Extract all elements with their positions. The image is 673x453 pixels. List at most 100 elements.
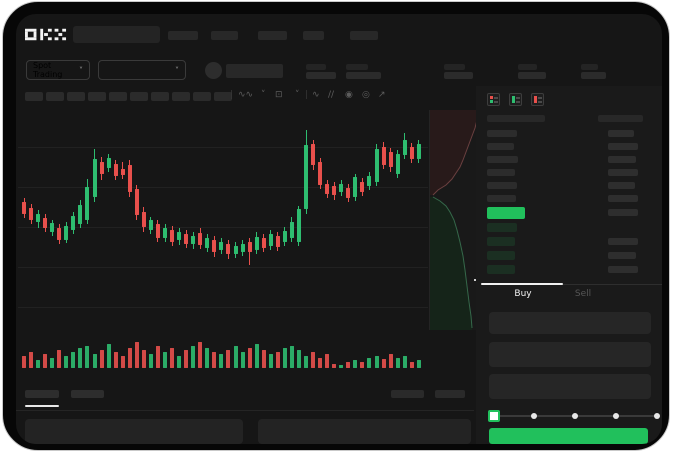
interval-button[interactable] [25,92,43,101]
footer-divider [16,410,474,411]
compare-icon[interactable]: // [328,90,335,100]
volume-bar [233,346,238,368]
indicators-icon[interactable]: ∿ [312,90,320,100]
volume-bar [43,354,48,368]
volume-bar [134,342,139,368]
interval-button[interactable] [214,92,232,101]
fullscreen-icon[interactable]: ↗ [378,90,386,100]
total-input[interactable] [489,374,651,399]
interval-button[interactable] [67,92,85,101]
volume-bar [374,356,379,368]
candlestick [43,218,48,228]
volume-bar [205,348,210,368]
stat-value [581,72,606,79]
volume-bar [127,348,132,368]
interval-button[interactable] [193,92,211,101]
icon-part [538,101,542,103]
slider-stop[interactable] [654,413,660,419]
volume-bar [191,346,196,368]
chart-type-dropdown-icon[interactable]: ˅ [261,90,266,100]
stat-value [306,72,336,79]
market-type-dropdown[interactable]: Spot Trading ˅ [26,60,90,80]
stat-label [306,64,326,70]
interval-button[interactable] [88,92,106,101]
candlestick [247,242,252,252]
candlestick-chart[interactable] [16,110,428,380]
icon-part [490,96,493,99]
candlestick [134,189,139,215]
tab-buy[interactable]: Buy [514,289,532,299]
split-book-icon[interactable] [487,93,500,106]
nav-item[interactable] [258,31,287,40]
interval-button[interactable] [172,92,190,101]
slider-stop[interactable] [531,413,537,419]
tab-sell[interactable]: Sell [574,289,592,299]
slider-stop[interactable] [572,413,578,419]
stat-label [346,64,368,70]
volume-bar [311,352,316,368]
volume-bar [177,356,182,368]
volume-bar [29,352,34,368]
candlestick [268,234,273,246]
candlestick [402,140,407,155]
settings-icon[interactable]: ◎ [362,90,370,100]
bid-amount-bar [608,252,636,259]
volume-bar [78,348,83,368]
okx-logo-glyph [25,28,67,41]
candlestick [141,212,146,227]
volume-bar [71,352,76,368]
volume-bar [395,358,400,368]
camera-icon[interactable]: ◉ [345,90,353,100]
candlestick [92,159,97,197]
last-price-amount [608,209,638,216]
chevron-down-icon: ˅ [79,65,83,75]
footer-action[interactable] [391,390,424,398]
search-input[interactable] [73,26,160,43]
volume-bar [346,362,351,368]
icon-part [538,97,542,99]
asks-book-icon[interactable] [531,93,544,106]
nav-item[interactable] [168,31,198,40]
orders-tab[interactable] [25,390,59,398]
volume-bar [268,354,273,368]
chart-type-icon[interactable]: ∿∿ [238,90,254,100]
candlestick [170,230,174,242]
candlestick [304,145,308,209]
bids-book-icon[interactable] [509,93,522,106]
candlestick [120,169,125,175]
volume-bar [381,359,386,368]
candlestick [127,165,132,192]
ask-price-bar [487,156,518,163]
interval-button[interactable] [130,92,148,101]
volume-bar [92,354,97,368]
slider-handle[interactable] [488,410,500,422]
okx-logo [25,27,67,42]
overlay-icon[interactable]: ⊡ [275,90,283,100]
last-price-row[interactable] [487,207,525,219]
slider-stop[interactable] [613,413,619,419]
candlestick [367,176,372,186]
volume-bar [416,360,421,368]
interval-button[interactable] [151,92,169,101]
footer-action[interactable] [435,390,465,398]
pair-dropdown[interactable]: ˅ [98,60,186,80]
divider: | [230,90,234,100]
volume-bar [240,352,245,368]
buy-submit-button[interactable] [489,428,648,444]
amount-input[interactable] [489,342,651,367]
divider: | [305,90,309,100]
dropdown-icon[interactable]: ˅ [295,90,300,100]
interval-button[interactable] [46,92,64,101]
candlestick [233,246,238,254]
interval-button[interactable] [109,92,127,101]
price-input[interactable] [489,312,651,334]
volume-bar [332,364,337,368]
nav-item[interactable] [211,31,238,40]
orderbook-price-header [487,115,545,122]
icon-part [494,97,498,99]
volume-bar [212,352,217,368]
stat-value [346,72,381,79]
nav-item[interactable] [303,31,324,40]
orders-tab[interactable] [71,390,104,398]
nav-item[interactable] [350,31,378,40]
